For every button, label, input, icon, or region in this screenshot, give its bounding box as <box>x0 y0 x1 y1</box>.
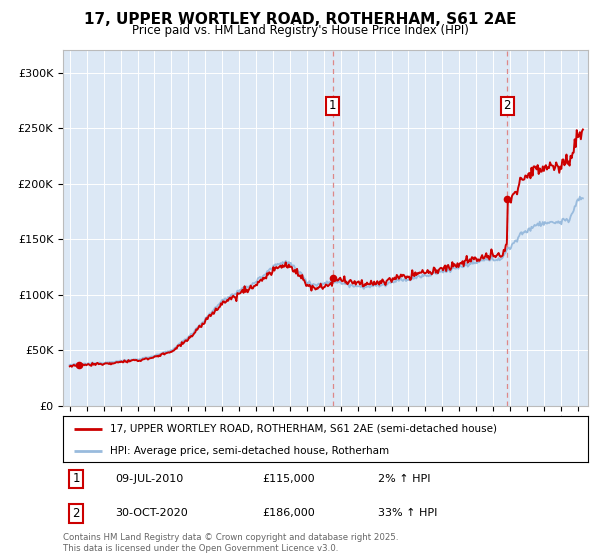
Text: 17, UPPER WORTLEY ROAD, ROTHERHAM, S61 2AE (semi-detached house): 17, UPPER WORTLEY ROAD, ROTHERHAM, S61 2… <box>110 424 497 434</box>
Text: Contains HM Land Registry data © Crown copyright and database right 2025.
This d: Contains HM Land Registry data © Crown c… <box>63 533 398 553</box>
Text: 2: 2 <box>503 100 511 113</box>
Text: 33% ↑ HPI: 33% ↑ HPI <box>378 508 437 518</box>
Text: 30-OCT-2020: 30-OCT-2020 <box>115 508 188 518</box>
Text: 09-JUL-2010: 09-JUL-2010 <box>115 474 184 484</box>
Text: £115,000: £115,000 <box>263 474 315 484</box>
Text: 1: 1 <box>73 473 80 486</box>
Text: Price paid vs. HM Land Registry's House Price Index (HPI): Price paid vs. HM Land Registry's House … <box>131 24 469 37</box>
Text: 1: 1 <box>329 100 337 113</box>
Text: £186,000: £186,000 <box>263 508 315 518</box>
Text: HPI: Average price, semi-detached house, Rotherham: HPI: Average price, semi-detached house,… <box>110 446 389 456</box>
Text: 17, UPPER WORTLEY ROAD, ROTHERHAM, S61 2AE: 17, UPPER WORTLEY ROAD, ROTHERHAM, S61 2… <box>84 12 516 27</box>
Text: 2: 2 <box>73 507 80 520</box>
Text: 2% ↑ HPI: 2% ↑ HPI <box>378 474 431 484</box>
